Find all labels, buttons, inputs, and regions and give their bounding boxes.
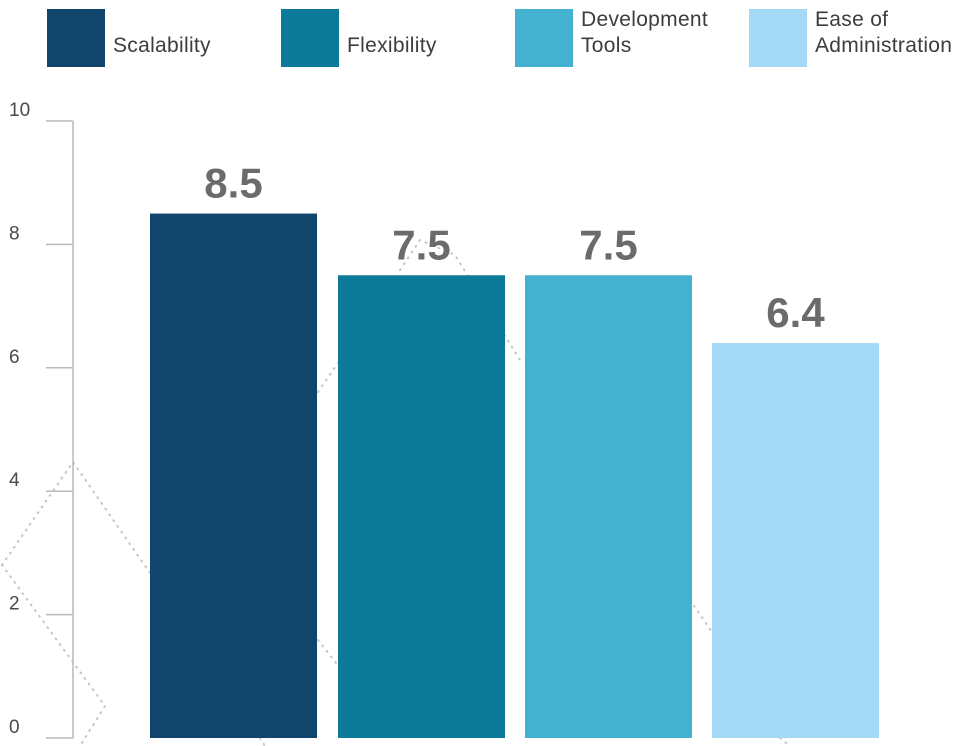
chart-legend: Scalability Flexibility Development Tool… bbox=[0, 0, 973, 70]
y-tick-label-2: 2 bbox=[9, 594, 20, 615]
y-tick-label-0: 0 bbox=[9, 717, 20, 738]
decorative-dotted-line-7 bbox=[779, 737, 791, 746]
y-tick-label-8: 8 bbox=[9, 223, 20, 244]
bar-2 bbox=[525, 275, 692, 738]
legend-swatch-ease-of-administration bbox=[749, 9, 807, 67]
legend-label-ease-of-administration: Ease of Administration bbox=[815, 8, 953, 57]
bar-value-label-0: 8.5 bbox=[204, 160, 262, 207]
legend-swatch-development-tools bbox=[515, 9, 573, 67]
bar-value-label-2: 7.5 bbox=[579, 221, 637, 268]
bar-1 bbox=[338, 275, 505, 738]
decorative-dotted-line-6 bbox=[689, 599, 713, 633]
legend-label-scalability: Scalability bbox=[113, 34, 211, 57]
decorative-dotted-line-0 bbox=[1, 460, 151, 574]
decorative-dotted-line-5 bbox=[399, 238, 521, 361]
decorative-dotted-line-4 bbox=[259, 737, 266, 746]
decorative-dotted-line-1 bbox=[1, 564, 107, 746]
bar-value-label-1: 7.5 bbox=[392, 221, 450, 268]
y-tick-label-10: 10 bbox=[9, 100, 30, 121]
legend-label-development-tools: Development Tools bbox=[581, 8, 709, 57]
legend-swatch-scalability bbox=[47, 9, 105, 67]
decorative-dotted-line-2 bbox=[317, 359, 341, 393]
y-tick-label-6: 6 bbox=[9, 347, 20, 368]
y-tick-label-4: 4 bbox=[9, 470, 20, 491]
bar-0 bbox=[150, 213, 317, 739]
legend-swatch-flexibility bbox=[281, 9, 339, 67]
legend-label-flexibility: Flexibility bbox=[347, 34, 437, 57]
bar-value-label-3: 6.4 bbox=[766, 289, 825, 336]
bar-3 bbox=[712, 343, 879, 738]
decorative-dotted-line-3 bbox=[317, 639, 341, 669]
